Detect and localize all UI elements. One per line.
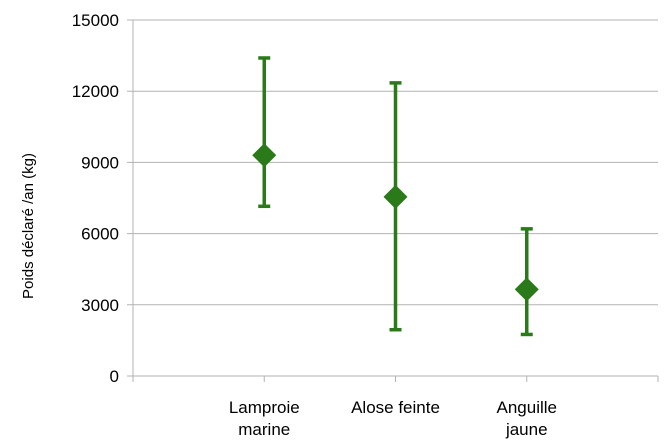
category-label-line: Alose feinte bbox=[351, 398, 440, 417]
category-label-1: Lamproie marine bbox=[229, 398, 300, 439]
data-point-3 bbox=[514, 277, 539, 302]
gridlines bbox=[127, 19, 658, 377]
y-tick-label-6000: 6000 bbox=[81, 225, 119, 244]
data-point-2 bbox=[383, 184, 408, 209]
series-points bbox=[252, 56, 539, 337]
category-label-line: jaune bbox=[505, 420, 548, 439]
y-axis-title: Poids déclaré /an (kg) bbox=[20, 153, 37, 299]
category-label-2: Alose feinte bbox=[351, 398, 440, 417]
data-point-1 bbox=[252, 143, 277, 168]
axes bbox=[132, 20, 659, 382]
category-labels: Lamproie marine Alose feinte Anguille jaune bbox=[229, 398, 557, 439]
category-label-line: Anguille bbox=[497, 398, 558, 417]
y-tick-label-15000: 15000 bbox=[72, 11, 119, 30]
y-tick-label-3000: 3000 bbox=[81, 296, 119, 315]
y-tick-label-0: 0 bbox=[110, 367, 119, 386]
y-tick-label-9000: 9000 bbox=[81, 153, 119, 172]
category-label-line: marine bbox=[238, 420, 290, 439]
y-tick-labels: 0 3000 6000 9000 12000 15000 bbox=[72, 11, 119, 386]
category-label-line: Lamproie bbox=[229, 398, 300, 417]
category-label-3: Anguille jaune bbox=[497, 398, 558, 439]
y-tick-label-12000: 12000 bbox=[72, 82, 119, 101]
